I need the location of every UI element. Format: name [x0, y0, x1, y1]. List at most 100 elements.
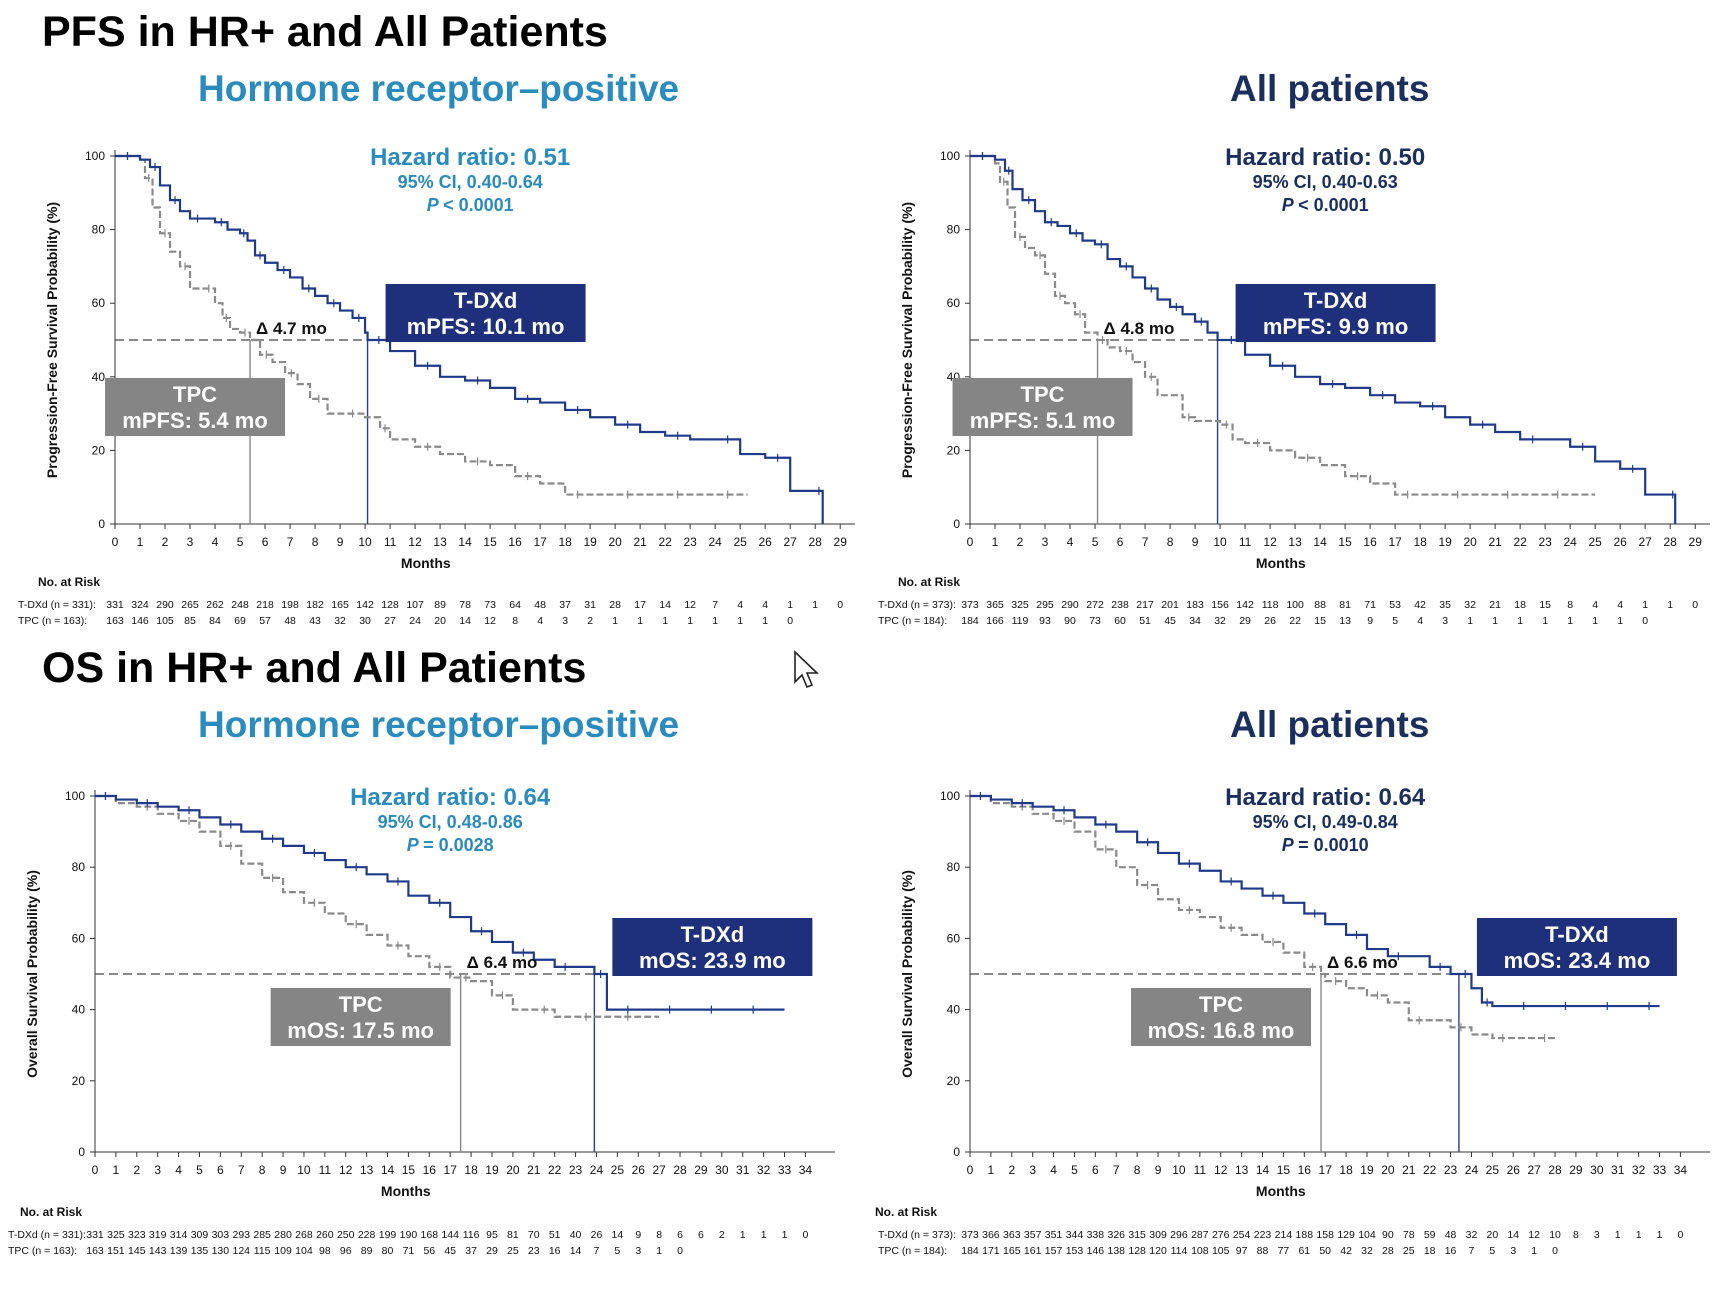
- x-tick-label: 20: [1463, 535, 1477, 549]
- risk-value: 61: [1298, 1245, 1310, 1257]
- tpc-curve: [115, 154, 748, 496]
- risk-value: 50: [1319, 1245, 1331, 1257]
- ci-label: 95% CI, 0.49-0.84: [1253, 812, 1398, 832]
- risk-value: 128: [381, 599, 399, 611]
- x-tick-label: 11: [319, 1163, 332, 1177]
- x-tick-label: 7: [287, 535, 294, 549]
- p-value-label: P < 0.0001: [427, 195, 514, 215]
- x-tick-label: 28: [1548, 1163, 1562, 1177]
- x-tick-label: 21: [1402, 1163, 1416, 1177]
- x-tick-label: 8: [1167, 535, 1174, 549]
- risk-value: 214: [1275, 1229, 1293, 1241]
- risk-value: 40: [570, 1229, 582, 1241]
- risk-value: 171: [982, 1245, 1000, 1257]
- delta-label: Δ 4.7 mo: [256, 319, 327, 338]
- risk-value: 0: [677, 1245, 683, 1257]
- risk-value: 290: [1061, 599, 1079, 611]
- risk-value: 7: [712, 599, 718, 611]
- risk-value: 139: [170, 1245, 188, 1257]
- delta-label: Δ 6.6 mo: [1327, 953, 1398, 972]
- x-tick-label: 22: [658, 535, 672, 549]
- risk-value: 1: [740, 1229, 746, 1241]
- risk-value: 22: [1289, 615, 1301, 627]
- risk-value: 248: [231, 599, 249, 611]
- risk-value: 163: [86, 1245, 104, 1257]
- risk-value: 1: [1642, 599, 1648, 611]
- x-tick-label: 6: [1092, 1163, 1099, 1177]
- risk-value: 84: [209, 615, 221, 627]
- x-tick-label: 11: [1194, 1163, 1207, 1177]
- x-tick-label: 14: [381, 1163, 395, 1177]
- y-tick-label: 0: [98, 517, 105, 531]
- risk-value: 4: [737, 599, 743, 611]
- risk-value: 1: [1615, 1229, 1621, 1241]
- risk-value: 118: [1262, 599, 1279, 611]
- risk-value: 331: [86, 1229, 104, 1241]
- x-tick-label: 5: [237, 535, 244, 549]
- tdxd-box-median: mOS: 23.4 mo: [1504, 948, 1651, 973]
- x-axis-label: Months: [381, 1183, 431, 1199]
- risk-value: 32: [1361, 1245, 1373, 1257]
- risk-value: 80: [382, 1245, 394, 1257]
- x-tick-label: 29: [694, 1163, 708, 1177]
- x-tick-label: 32: [1632, 1163, 1646, 1177]
- y-tick-label: 20: [947, 1074, 961, 1088]
- risk-value: 357: [1024, 1229, 1042, 1241]
- risk-value: 163: [106, 615, 124, 627]
- x-tick-label: 12: [339, 1163, 353, 1177]
- x-tick-label: 17: [533, 535, 547, 549]
- risk-value: 20: [434, 615, 446, 627]
- risk-value: 260: [316, 1229, 334, 1241]
- x-tick-label: 26: [1507, 1163, 1521, 1177]
- risk-value: 314: [170, 1229, 188, 1241]
- x-tick-label: 2: [1008, 1163, 1015, 1177]
- risk-value: 42: [1340, 1245, 1352, 1257]
- risk-value: 268: [295, 1229, 313, 1241]
- tdxd-box-median: mOS: 23.9 mo: [639, 948, 786, 973]
- x-tick-label: 30: [715, 1163, 729, 1177]
- risk-value: 45: [444, 1245, 456, 1257]
- risk-value: 309: [191, 1229, 209, 1241]
- risk-value: 5: [1489, 1245, 1495, 1257]
- y-tick-label: 80: [947, 223, 961, 237]
- risk-value: 12: [484, 615, 496, 627]
- y-axis-label: Progression-Free Survival Probability (%…: [44, 202, 60, 478]
- x-tick-label: 17: [1319, 1163, 1333, 1177]
- x-tick-label: 1: [992, 535, 999, 549]
- risk-value: 1: [737, 615, 743, 627]
- x-tick-label: 21: [633, 535, 647, 549]
- x-tick-label: 3: [1029, 1163, 1036, 1177]
- x-tick-label: 24: [1465, 1163, 1479, 1177]
- risk-value: 201: [1161, 599, 1179, 611]
- risk-value: 73: [1089, 615, 1101, 627]
- risk-value: 1: [1667, 599, 1673, 611]
- x-tick-label: 10: [1172, 1163, 1186, 1177]
- risk-value: 17: [634, 599, 646, 611]
- risk-value: 105: [156, 615, 174, 627]
- risk-value: 1: [1531, 1245, 1537, 1257]
- risk-value: 45: [1164, 615, 1176, 627]
- ci-label: 95% CI, 0.40-0.63: [1253, 172, 1398, 192]
- x-tick-label: 8: [259, 1163, 266, 1177]
- x-tick-label: 28: [1664, 535, 1678, 549]
- risk-value: 109: [274, 1245, 292, 1257]
- risk-value: 25: [507, 1245, 519, 1257]
- risk-value: 373: [961, 599, 979, 611]
- risk-row-label: T-DXd (n = 373):: [878, 1229, 956, 1241]
- x-tick-label: 20: [506, 1163, 520, 1177]
- risk-value: 60: [1114, 615, 1126, 627]
- tpc-box-median: mOS: 16.8 mo: [1148, 1018, 1295, 1043]
- os-hr-subtitle: Hormone receptor–positive: [198, 704, 680, 745]
- y-axis-label: Progression-Free Survival Probability (%…: [899, 202, 915, 478]
- risk-header: No. at Risk: [875, 1205, 937, 1219]
- risk-value: 90: [1064, 615, 1076, 627]
- risk-header: No. at Risk: [20, 1205, 82, 1219]
- x-tick-label: 28: [809, 535, 823, 549]
- risk-value: 64: [509, 599, 521, 611]
- os-hr-chart: 0 20 40 60 80 100 0 1 2 3 4 5 6 7 8 9 10 11 12 13 14 15 16 17 18…: [0, 770, 855, 1295]
- risk-value: 1: [1567, 615, 1573, 627]
- y-tick-label: 80: [92, 223, 106, 237]
- x-tick-label: 5: [1092, 535, 1099, 549]
- risk-value: 3: [635, 1245, 641, 1257]
- x-tick-label: 6: [262, 535, 269, 549]
